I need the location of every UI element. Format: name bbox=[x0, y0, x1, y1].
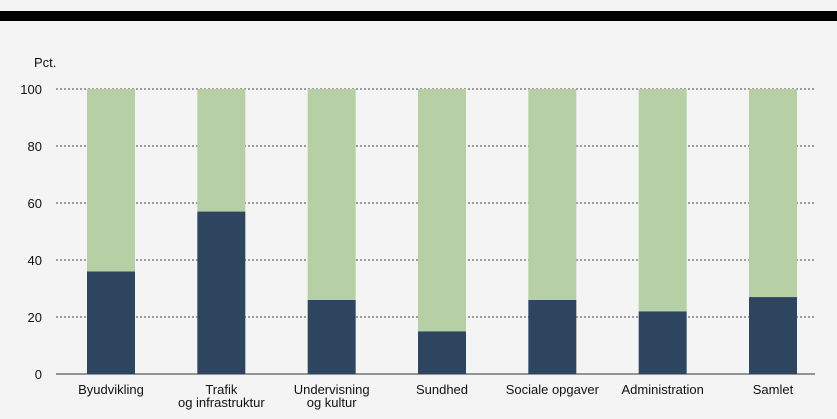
y-axis-unit-label: Pct. bbox=[34, 55, 56, 70]
y-tick-label: 80 bbox=[28, 139, 42, 154]
y-tick-label: 40 bbox=[28, 253, 42, 268]
top-bar bbox=[0, 11, 837, 21]
bars bbox=[87, 89, 797, 374]
bar-segment-light bbox=[307, 89, 356, 300]
y-tick-label: 0 bbox=[35, 367, 42, 382]
bar-segment-dark bbox=[307, 299, 356, 374]
bar-segment-dark bbox=[528, 299, 577, 374]
x-category-label: Undervisning og kultur bbox=[294, 382, 370, 410]
bar-segment-dark bbox=[197, 211, 246, 374]
bar-segment-dark bbox=[749, 297, 797, 374]
y-tick-label: 60 bbox=[28, 196, 42, 211]
bar-segment-light bbox=[418, 89, 466, 332]
x-category-label: Byudvikling bbox=[78, 382, 144, 397]
bar-segment-dark bbox=[418, 331, 466, 374]
bar-segment-light bbox=[638, 89, 687, 312]
bar-segment-light bbox=[197, 89, 246, 212]
x-category-label: Samlet bbox=[753, 382, 794, 397]
bar-segment-light bbox=[87, 89, 135, 272]
x-category-label: Trafik og infrastruktur bbox=[178, 382, 265, 410]
bar-segment-light bbox=[528, 89, 577, 300]
x-category-labels: Byudvikling Trafik og infrastruktur Undervi… bbox=[78, 382, 793, 410]
x-category-label: Sociale opgaver bbox=[506, 382, 600, 397]
bar-segment-dark bbox=[87, 271, 135, 374]
y-tick-labels: 0 20 40 60 80 100 bbox=[20, 82, 42, 382]
y-tick-label: 20 bbox=[28, 310, 42, 325]
bar-segment-light bbox=[749, 89, 797, 298]
y-tick-label: 100 bbox=[20, 82, 42, 97]
x-category-label: Administration bbox=[621, 382, 703, 397]
bar-segment-dark bbox=[638, 311, 687, 374]
x-category-label: Sundhed bbox=[416, 382, 468, 397]
